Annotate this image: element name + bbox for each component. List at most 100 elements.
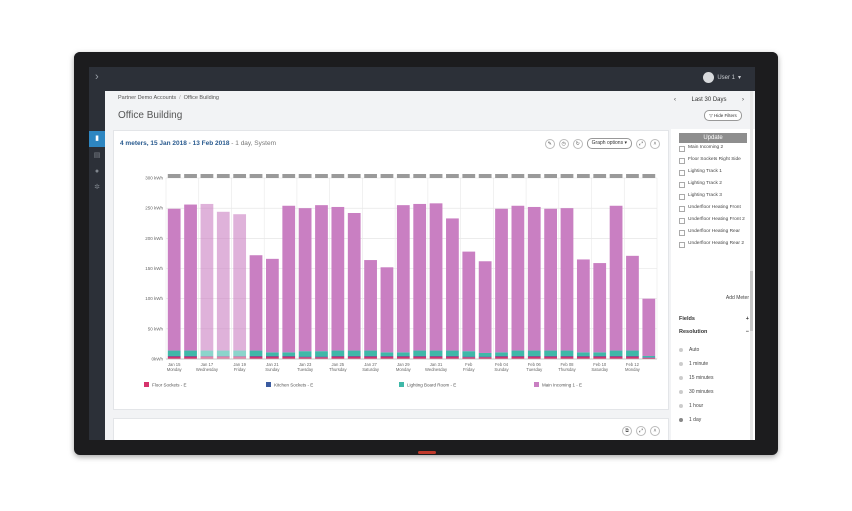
bar-segment[interactable] xyxy=(315,351,328,357)
meter-checkbox[interactable] xyxy=(679,182,685,188)
bar-segment[interactable] xyxy=(200,203,214,351)
bar-segment[interactable] xyxy=(413,203,427,351)
bar-segment[interactable] xyxy=(315,356,328,358)
bar-segment[interactable] xyxy=(527,350,541,356)
bar-segment[interactable] xyxy=(511,355,525,357)
bar-segment[interactable] xyxy=(233,356,247,359)
legend-label[interactable]: Kitchen Sockets - E xyxy=(274,382,313,387)
radio-button[interactable] xyxy=(679,348,683,352)
bar-segment[interactable] xyxy=(576,356,590,359)
radio-button[interactable] xyxy=(679,404,683,408)
gear-icon[interactable]: ✲ xyxy=(94,184,100,191)
bar-segment[interactable] xyxy=(560,350,574,356)
meter-checkbox[interactable] xyxy=(679,146,685,152)
collapse-icon[interactable]: ˄ xyxy=(650,426,660,436)
bar-segment[interactable] xyxy=(282,352,296,356)
panel-scrollbar[interactable] xyxy=(750,91,753,440)
bar-segment[interactable] xyxy=(282,355,296,357)
resolution-option[interactable]: Auto xyxy=(679,343,749,357)
bar-segment[interactable] xyxy=(298,357,312,359)
prev-period-button[interactable]: ‹ xyxy=(674,97,676,103)
copy-icon[interactable]: ⧉ xyxy=(622,426,632,436)
bar-segment[interactable] xyxy=(446,350,459,356)
bar-segment[interactable] xyxy=(347,356,361,359)
meter-item[interactable]: Underfloor Heating Front xyxy=(679,205,749,212)
bar-segment[interactable] xyxy=(380,355,394,357)
bar-segment[interactable] xyxy=(446,218,459,351)
meter-checkbox[interactable] xyxy=(679,218,685,224)
bar-segment[interactable] xyxy=(167,355,181,357)
bar-segment[interactable] xyxy=(396,356,410,359)
bar-segment[interactable] xyxy=(609,205,623,351)
user-menu[interactable]: User 1 ▾ xyxy=(703,72,741,83)
bar-segment[interactable] xyxy=(626,356,639,359)
bar-segment[interactable] xyxy=(560,208,574,351)
update-button[interactable]: Update xyxy=(679,133,747,143)
bar-segment[interactable] xyxy=(216,211,230,351)
bar-segment[interactable] xyxy=(560,356,574,359)
radio-button[interactable] xyxy=(679,376,683,380)
bar-segment[interactable] xyxy=(364,355,377,357)
bar-segment[interactable] xyxy=(478,352,492,357)
meter-checkbox[interactable] xyxy=(679,158,685,164)
bar-segment[interactable] xyxy=(576,355,590,357)
bar-segment[interactable] xyxy=(413,356,427,359)
bar-segment[interactable] xyxy=(593,356,607,359)
breadcrumb-item[interactable]: Partner Demo Accounts xyxy=(118,95,177,101)
bar-segment[interactable] xyxy=(429,355,443,357)
bar-segment[interactable] xyxy=(200,355,214,357)
bar-segment[interactable] xyxy=(462,356,476,358)
bar-segment[interactable] xyxy=(626,355,639,357)
bar-segment[interactable] xyxy=(266,352,279,356)
bar-segment[interactable] xyxy=(429,356,443,359)
bar-segment[interactable] xyxy=(249,355,263,357)
bar-segment[interactable] xyxy=(626,255,639,351)
bar-segment[interactable] xyxy=(576,352,590,356)
bar-segment[interactable] xyxy=(576,259,590,353)
bar-segment[interactable] xyxy=(364,350,377,356)
bar-segment[interactable] xyxy=(446,355,459,357)
bar-segment[interactable] xyxy=(544,356,557,359)
collapse-icon[interactable]: ˄ xyxy=(650,138,660,149)
bar-segment[interactable] xyxy=(298,351,312,357)
bar-segment[interactable] xyxy=(282,205,296,353)
bell-icon[interactable]: ● xyxy=(94,168,100,175)
edit-icon[interactable]: ✎ xyxy=(544,138,555,149)
bar-segment[interactable] xyxy=(495,355,508,357)
fields-section[interactable]: Fields + xyxy=(679,316,749,322)
bar-segment[interactable] xyxy=(495,208,508,353)
bar-segment[interactable] xyxy=(527,355,541,357)
bar-segment[interactable] xyxy=(560,355,574,357)
expand-icon[interactable]: ⤢ xyxy=(636,138,646,149)
bar-segment[interactable] xyxy=(184,350,197,356)
meter-item[interactable]: Underfloor Heating Front 2 xyxy=(679,217,749,224)
bar-segment[interactable] xyxy=(429,350,443,356)
bar-segment[interactable] xyxy=(642,357,656,359)
bar-segment[interactable] xyxy=(593,355,607,357)
meter-item[interactable]: Underfloor Heating Rear xyxy=(679,229,749,236)
bar-segment[interactable] xyxy=(184,356,197,359)
bar-segment[interactable] xyxy=(478,261,492,353)
bar-segment[interactable] xyxy=(511,205,525,351)
bar-segment[interactable] xyxy=(446,356,459,359)
bar-segment[interactable] xyxy=(462,357,476,359)
bar-segment[interactable] xyxy=(200,356,214,359)
bar-segment[interactable] xyxy=(511,350,525,356)
expand-icon[interactable]: ⤢ xyxy=(636,426,646,436)
bar-segment[interactable] xyxy=(347,355,361,357)
bar-segment[interactable] xyxy=(642,298,656,356)
bar-segment[interactable] xyxy=(167,208,181,351)
bar-segment[interactable] xyxy=(544,355,557,357)
meter-item[interactable]: Lighting Track 1 xyxy=(679,169,749,176)
resolution-option[interactable]: 1 minute xyxy=(679,357,749,371)
meter-checkbox[interactable] xyxy=(679,242,685,248)
building-icon[interactable]: ▤ xyxy=(93,152,101,159)
bar-segment[interactable] xyxy=(266,355,279,357)
bar-segment[interactable] xyxy=(626,350,639,356)
bar-segment[interactable] xyxy=(364,356,377,359)
bar-segment[interactable] xyxy=(184,204,197,351)
hide-filters-button[interactable]: ▽ Hide Filters xyxy=(704,110,742,121)
bar-segment[interactable] xyxy=(609,356,623,359)
bar-segment[interactable] xyxy=(462,251,476,352)
bar-segment[interactable] xyxy=(478,357,492,359)
